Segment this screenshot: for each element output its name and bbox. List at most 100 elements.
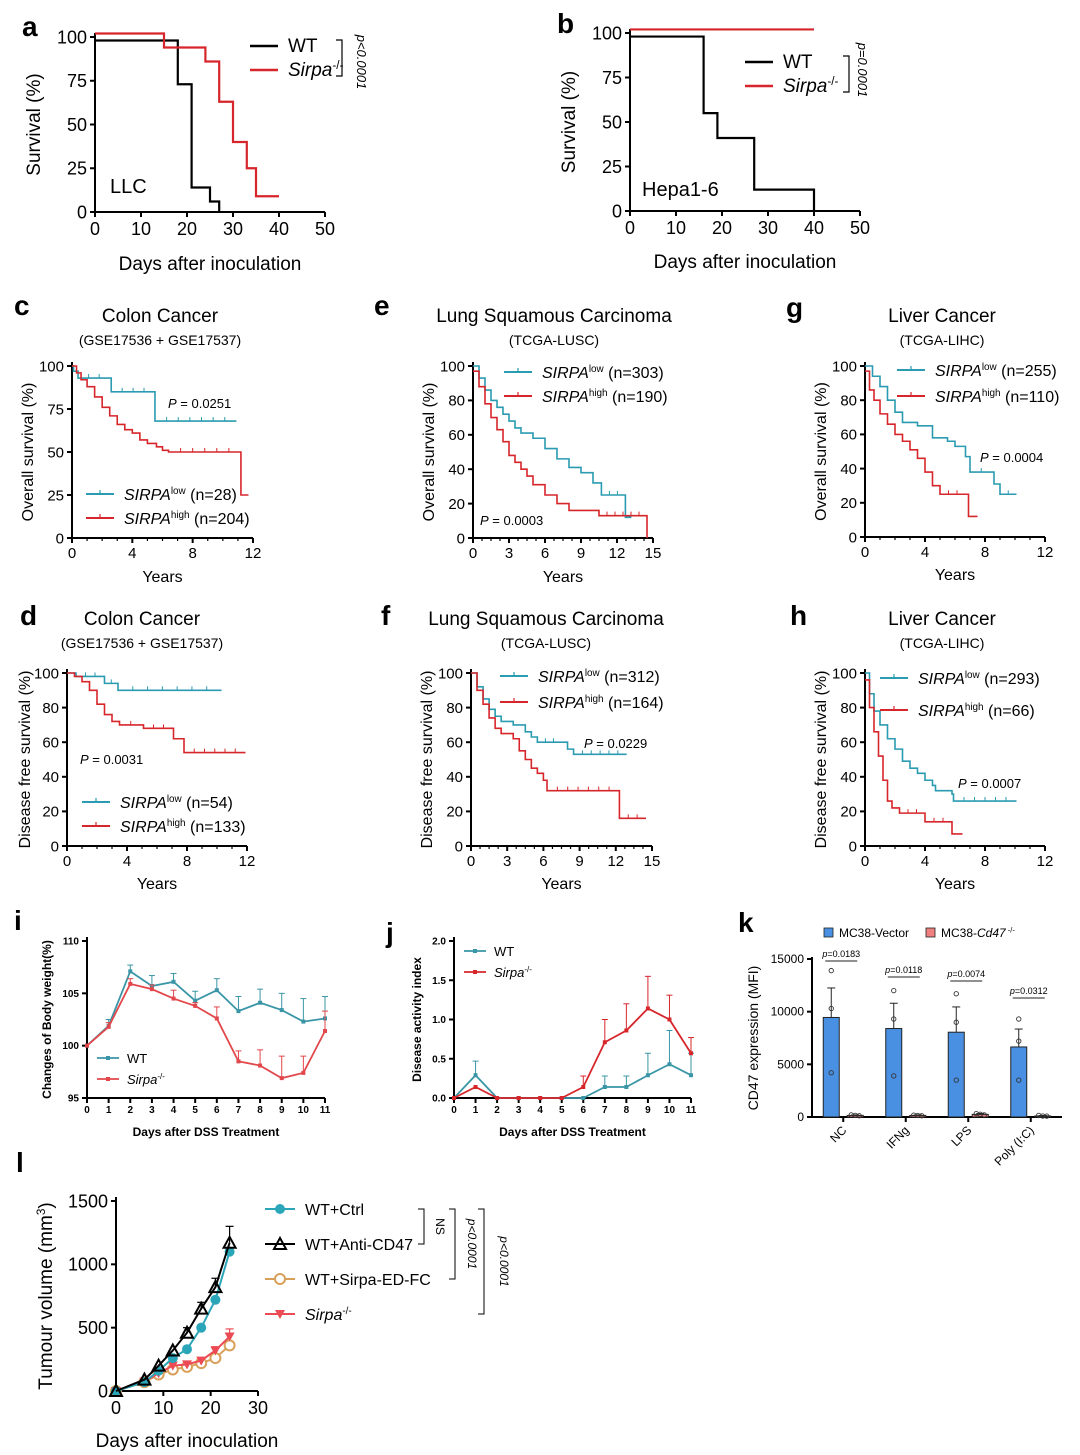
text-span: (n=303) [604, 365, 664, 382]
x-tick-label: 0 [84, 1105, 90, 1116]
text-span: SIRPA [935, 389, 982, 406]
x-tick-label: 10 [131, 219, 151, 239]
replicate-point [953, 1019, 959, 1025]
text-span: WT+Sirpa-ED-FC [305, 1272, 431, 1289]
x-tick-label: NC [827, 1123, 849, 1145]
legend-label: SIRPAlow (n=303) [542, 364, 664, 382]
marker-triangle-down [196, 1356, 207, 1366]
data-point [301, 1019, 306, 1024]
text-span: (n=190) [608, 389, 668, 406]
y-tick-label: 20 [840, 804, 857, 821]
panel-j: j 0.0 0.5 1.0 1.5 2.0 0 1 2 3 4 5 6 7 8 9 10 11 Days after… [385, 917, 697, 1139]
panel-i: i 95 100 105 110 0 1 2 3 4 5 6 7 8 9 10 11 Days after DSS… [14, 905, 331, 1139]
legend-label: WT [494, 944, 514, 959]
y-tick-label: 0.0 [432, 1094, 446, 1105]
panel-l: l 0 500 1000 1500 0 10 20 30 Days after inoculati… [16, 1147, 511, 1452]
data-point [85, 1043, 89, 1048]
y-axis-label: Disease free survival (%) [813, 671, 830, 849]
text-span: Sirpa [305, 1307, 342, 1324]
text-span: Overall survival (%) [421, 383, 438, 522]
text-span: MC38- [941, 926, 977, 940]
x-tick-label: 20 [177, 219, 197, 239]
x-tick-label: 8 [257, 1105, 263, 1116]
y-tick-label: 80 [446, 700, 463, 717]
x-tick-label: 10 [298, 1105, 310, 1116]
x-tick-label: 12 [245, 545, 262, 562]
y-tick-label: 25 [602, 157, 622, 177]
text-span: (n=204) [190, 511, 250, 528]
panel-letter: l [16, 1147, 24, 1178]
survival-curve-high [865, 679, 963, 835]
legend-label: SIRPAlow (n=255) [935, 362, 1057, 380]
x-tick-label: 0 [625, 218, 635, 238]
marker-triangle [179, 1324, 195, 1339]
data-point [193, 1003, 198, 1008]
y-tick-label: 500 [78, 1318, 108, 1338]
text-span: (n=312) [600, 669, 660, 686]
comparison-label: p<0.0001 [465, 1218, 479, 1269]
survival-curve-high [72, 365, 249, 496]
y-tick-label: 60 [446, 734, 463, 751]
bar [885, 1028, 903, 1118]
y-tick-label: 0 [98, 1381, 108, 1401]
x-tick-label: 11 [686, 1105, 697, 1116]
y-tick-label: 0 [457, 530, 465, 547]
panel-letter: e [374, 290, 390, 321]
x-tick-label: 11 [320, 1105, 331, 1116]
x-tick-label: 9 [645, 1105, 651, 1116]
x-axis-label: Years [541, 876, 581, 893]
superscript: -/- [827, 75, 838, 88]
y-tick-label: 40 [446, 769, 463, 786]
y-tick-label: 100 [57, 27, 87, 47]
legend-swatch [925, 927, 936, 938]
x-tick-label: 0 [861, 544, 869, 561]
y-tick-label: 0.5 [432, 1054, 446, 1065]
survival-curve-wt [630, 35, 816, 211]
x-tick-label: IFNg [884, 1123, 912, 1151]
y-tick-label: 15000 [771, 952, 805, 966]
marker-open-circle [223, 1339, 236, 1352]
y-tick-label: 5000 [777, 1057, 804, 1071]
legend-label: SIRPAhigh (n=190) [542, 388, 668, 406]
marker-triangle-down [210, 1346, 221, 1356]
text-span: Sirpa [783, 76, 827, 97]
y-tick-label: 110 [63, 937, 80, 948]
data-point [516, 1096, 521, 1100]
legend-label: SIRPAlow (n=28) [124, 486, 237, 504]
data-point [645, 1073, 650, 1078]
y-axis-label: Disease activity index [410, 957, 424, 1082]
legend-marker [473, 949, 477, 953]
p-value: p<0.0001 [354, 34, 369, 90]
y-tick-label: 1.0 [432, 1015, 446, 1026]
x-tick-label: 2 [494, 1105, 500, 1116]
y-tick-label: 80 [42, 700, 59, 717]
chart-subtitle: (TCGA-LIHC) [900, 332, 985, 348]
superscript: low [585, 668, 601, 679]
legend-label: MC38-Vector [839, 926, 909, 940]
y-axis-label: Tumour volume (mm3) [35, 1202, 57, 1389]
p-symbol: P [80, 752, 89, 767]
x-tick-label: 7 [236, 1105, 242, 1116]
x-tick-label: 6 [541, 545, 549, 562]
x-tick-label: 6 [539, 853, 547, 870]
p-value: p=0.0183 [821, 949, 860, 959]
y-tick-label: 25 [47, 487, 64, 504]
y-tick-label: 100 [440, 358, 465, 375]
legend-label: SIRPAhigh (n=66) [918, 702, 1035, 720]
y-axis-label: CD47 expression (MFI) [745, 966, 761, 1111]
y-axis-label: Disease free survival (%) [419, 671, 436, 849]
y-tick-label: 105 [62, 989, 79, 1000]
legend-label: Sirpa-/- [305, 1306, 352, 1324]
legend-label: SIRPAhigh (n=164) [538, 694, 664, 712]
bar [947, 1031, 965, 1118]
x-tick-label: 4 [921, 853, 929, 870]
marker-triangle [165, 1342, 181, 1357]
x-tick-label: 50 [315, 219, 335, 239]
series-line [86, 982, 326, 1080]
data-point [624, 1085, 629, 1090]
p-number: = 0.0251 [177, 396, 232, 411]
x-tick-label: 30 [223, 219, 243, 239]
text-span: Survival (%) [24, 73, 45, 175]
text-span: Disease activity index [410, 957, 424, 1082]
data-point [323, 1029, 327, 1034]
